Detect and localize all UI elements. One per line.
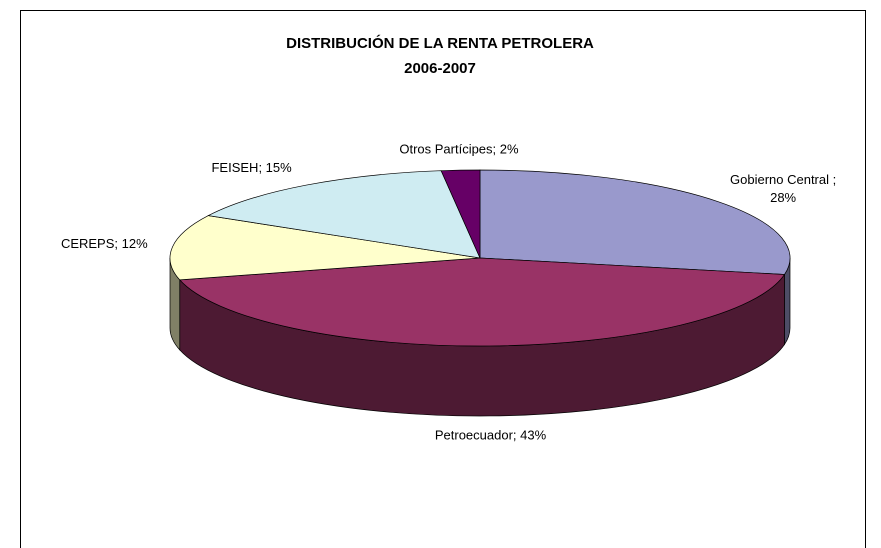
data-label-line: 28% (770, 191, 796, 206)
data-label: Gobierno Central ; 28% (730, 173, 836, 206)
chart-subtitle: 2006-2007 (404, 60, 476, 77)
data-label: FEISEH; 15% (211, 160, 292, 175)
slice (178, 257, 786, 347)
data-label: CEREPS; 12% (61, 236, 148, 251)
chart-title: DISTRIBUCIÓN DE LA RENTA PETROLERA (286, 34, 594, 52)
data-label: Otros Partícipes; 2% (399, 142, 519, 157)
slice (440, 169, 481, 259)
slice (479, 169, 791, 275)
data-label: Petroecuador; 43% (435, 427, 547, 442)
data-label-line: Gobierno Central ; (730, 173, 836, 188)
slice (207, 170, 481, 259)
slice (169, 215, 481, 281)
